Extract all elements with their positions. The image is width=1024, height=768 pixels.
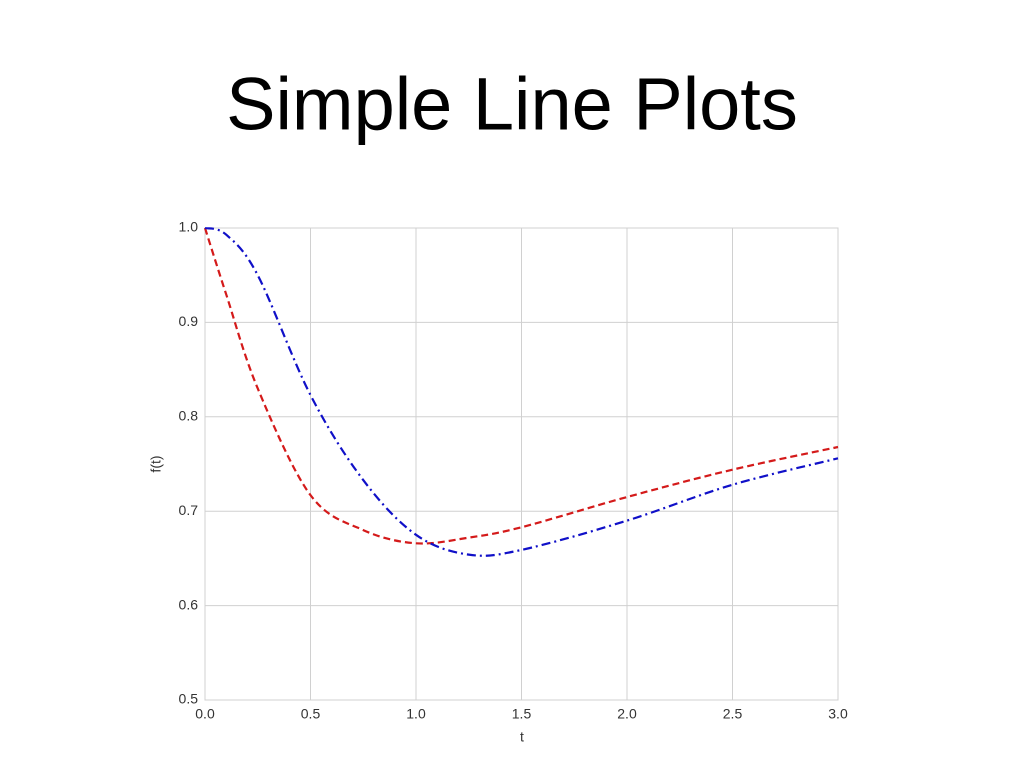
y-tick-label: 0.5 bbox=[179, 691, 199, 707]
y-tick-label: 1.0 bbox=[179, 219, 199, 235]
y-tick-label: 0.6 bbox=[179, 596, 199, 612]
plot-frame bbox=[204, 227, 839, 701]
x-tick-label: 0.0 bbox=[195, 706, 215, 722]
y-tick-label: 0.9 bbox=[179, 313, 199, 329]
y-tick-label: 0.8 bbox=[179, 408, 199, 424]
line-series bbox=[203, 227, 839, 545]
x-tick-label: 0.5 bbox=[301, 706, 321, 722]
y-axis-label: f(t) bbox=[148, 455, 164, 472]
x-tick-label: 1.5 bbox=[512, 706, 532, 722]
x-tick-label: 2.5 bbox=[723, 706, 743, 722]
x-tick-label: 2.0 bbox=[617, 706, 637, 722]
y-tick-label: 0.7 bbox=[179, 502, 199, 518]
x-tick-label: 1.0 bbox=[406, 706, 426, 722]
line-series bbox=[204, 226, 839, 557]
x-tick-label: 3.0 bbox=[828, 706, 848, 722]
chart-title: Simple Line Plots bbox=[226, 63, 798, 146]
x-axis-label: t bbox=[520, 729, 524, 745]
